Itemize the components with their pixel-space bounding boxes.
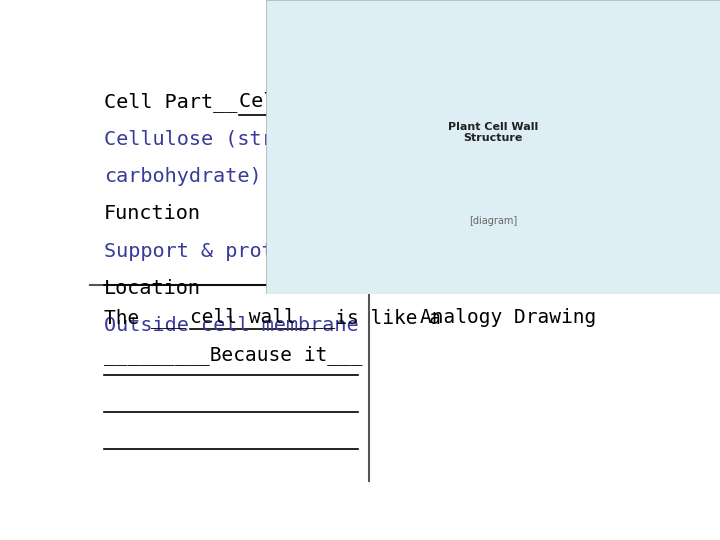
Text: Function: Function (104, 204, 201, 223)
Text: cell wall: cell wall (190, 308, 296, 327)
Text: Location: Location (104, 279, 201, 298)
Text: _________Because it___: _________Because it___ (104, 346, 362, 366)
Text: Outside cell membrane: Outside cell membrane (104, 316, 359, 335)
Text: Cellulose (structural: Cellulose (structural (104, 129, 359, 149)
Text: Cell Part__: Cell Part__ (104, 92, 238, 112)
Text: ___is like a: ___is like a (300, 308, 441, 328)
Text: The ___: The ___ (104, 308, 186, 328)
FancyBboxPatch shape (266, 0, 720, 294)
Text: carbohydrate): carbohydrate) (104, 167, 261, 186)
Text: Analogy Drawing: Analogy Drawing (420, 308, 597, 327)
Text: Plant Cell Wall
Structure: Plant Cell Wall Structure (448, 122, 539, 143)
Text: Support & protect: Support & protect (104, 241, 310, 260)
Text: Cell Wall: Cell Wall (239, 92, 348, 111)
Text: [diagram]: [diagram] (469, 215, 518, 226)
